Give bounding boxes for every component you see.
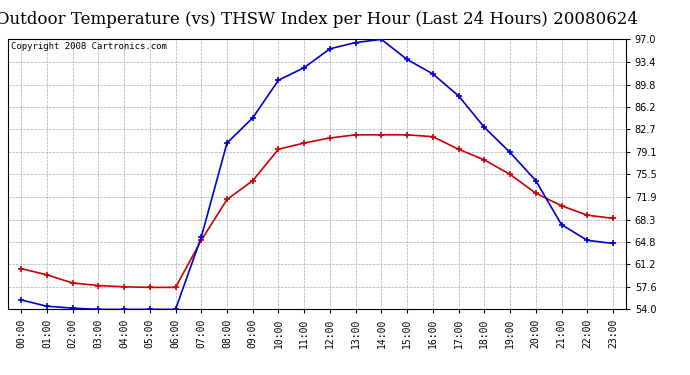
Text: Outdoor Temperature (vs) THSW Index per Hour (Last 24 Hours) 20080624: Outdoor Temperature (vs) THSW Index per … — [0, 11, 638, 28]
Text: Copyright 2008 Cartronics.com: Copyright 2008 Cartronics.com — [11, 42, 167, 51]
